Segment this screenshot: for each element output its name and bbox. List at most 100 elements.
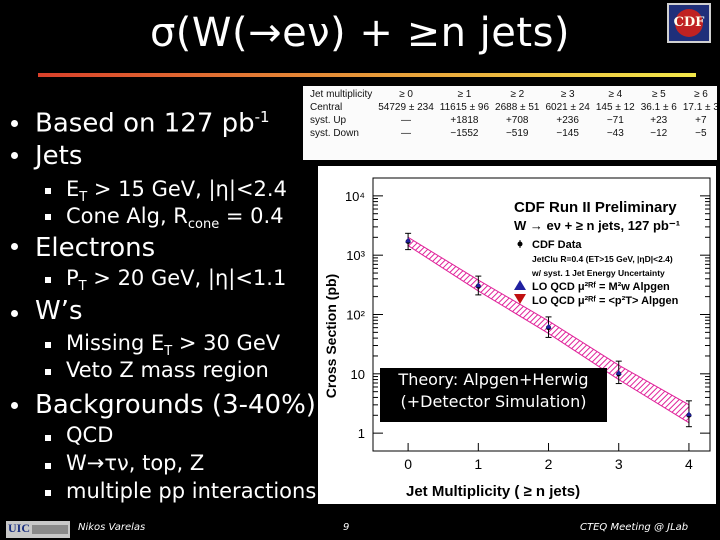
x-tick-label: 1 xyxy=(474,456,482,472)
table-header: ≥ 2 xyxy=(510,89,525,100)
alpgen-mw-marker xyxy=(405,237,412,243)
footer-event: CTEQ Meeting @ JLab xyxy=(580,522,689,533)
slide-title: σ(W(→eν) + ≥n jets) xyxy=(149,10,571,56)
subbullet-qcd: QCD xyxy=(66,423,114,447)
y-tick-label: 10 xyxy=(351,367,365,382)
subbullet-text: Missing E xyxy=(66,331,165,355)
table-row: syst. Down — −1552 −519 −145 −43 −12 −5 xyxy=(307,127,717,140)
subbullet-square xyxy=(45,369,51,375)
table-cell: Central xyxy=(310,102,343,113)
bullet-dot xyxy=(11,310,18,317)
legend-point-marker xyxy=(517,241,523,247)
legend-triangle-up xyxy=(514,280,526,290)
subbullet-text: > 15 GeV, |η|<2.4 xyxy=(87,177,287,201)
subbullet-w-tau: W→τν, top, Z xyxy=(66,451,205,475)
table-cell: +7 xyxy=(695,115,707,126)
table-header: ≥ 6 xyxy=(693,89,708,100)
subbullet-et-cut: ET > 15 GeV, |η|<2.4 xyxy=(66,177,287,206)
subbullet-missing-et: Missing ET > 30 GeV xyxy=(66,331,280,360)
uic-logo-mark: UIC xyxy=(8,521,31,535)
subbullet-pt-cut: PT > 20 GeV, |η|<1.1 xyxy=(66,266,287,295)
alpgen-mw-marker xyxy=(475,282,482,288)
x-tick-label: 0 xyxy=(404,456,412,472)
chart-ticks: 0 1 2 3 4 1 10 10² 10³ 10⁴ xyxy=(345,177,710,472)
table-header: ≥ 4 xyxy=(608,89,623,100)
subbullet-square xyxy=(45,214,51,220)
table-cell: 36.1 ± 6 xyxy=(640,102,677,113)
bullet-text: Based on 127 pb xyxy=(35,108,255,139)
legend-label: LO QCD μ²ᴿᶠ = M²w Alpgen xyxy=(532,281,670,293)
subbullet-square xyxy=(45,188,51,194)
y-tick-label: 1 xyxy=(358,426,365,441)
chart-ylabel: Cross Section (pb) xyxy=(323,274,339,398)
bullet-jets: Jets xyxy=(35,141,83,171)
table-cell: −5 xyxy=(695,128,707,139)
table-cell: 6021 ± 24 xyxy=(545,102,590,113)
table-header: ≥ 3 xyxy=(560,89,575,100)
bullet-ws: W’s xyxy=(35,296,83,326)
table-cell: 145 ± 12 xyxy=(595,102,635,113)
y-tick-label: 10³ xyxy=(346,248,365,263)
logo-text: CDF xyxy=(673,15,705,30)
table-header: ≥ 0 xyxy=(399,89,413,100)
bullet-luminosity: Based on 127 pb-1 xyxy=(35,110,270,137)
subbullet-sub: T xyxy=(78,279,87,295)
table-cell: −71 xyxy=(606,115,624,126)
table-cell: syst. Down xyxy=(310,128,359,139)
x-tick-label: 2 xyxy=(545,456,553,472)
y-tick-label: 10⁴ xyxy=(345,189,365,204)
subbullet-sub: T xyxy=(164,344,173,360)
table-header: ≥ 1 xyxy=(457,89,472,100)
table-cell: +708 xyxy=(505,115,529,126)
table-cell: −519 xyxy=(505,128,529,139)
subbullet-sub: T xyxy=(79,190,88,206)
footer-page-number: 9 xyxy=(343,522,350,533)
table-cell: 2688 ± 51 xyxy=(495,102,540,113)
uic-logo: UIC xyxy=(6,521,70,538)
subbullet-text: P xyxy=(66,266,79,290)
subbullet-square xyxy=(45,490,51,496)
legend-label: CDF Data xyxy=(532,239,582,251)
legend-label: JetClu R=0.4 (ET>15 GeV, |ηD|<2.4) xyxy=(532,254,673,264)
table-header: ≥ 5 xyxy=(651,89,666,100)
bullet-backgrounds: Backgrounds (3-40%) xyxy=(35,390,316,420)
theory-line: Theory: Alpgen+Herwig xyxy=(398,370,589,389)
table-header-row: Jet multiplicity ≥ 0 ≥ 1 ≥ 2 ≥ 3 ≥ 4 ≥ 5… xyxy=(307,88,717,101)
subbullet-cone: Cone Alg, Rcone = 0.4 xyxy=(66,204,284,233)
bullet-dot xyxy=(11,120,18,127)
subbullet-text: E xyxy=(66,177,80,201)
subbullet-square xyxy=(45,277,51,283)
table-cell: −145 xyxy=(556,128,579,139)
table-cell: +23 xyxy=(650,115,668,126)
chart-xlabel: Jet Multiplicity ( ≥ n jets) xyxy=(406,483,580,500)
subbullet-sub: cone xyxy=(187,217,220,233)
table-row: Central 54729 ± 234 11615 ± 96 2688 ± 51… xyxy=(307,101,717,114)
theory-note: Theory: Alpgen+Herwig (+Detector Simulat… xyxy=(380,368,607,422)
x-tick-label: 3 xyxy=(615,456,623,472)
cdf-logo: CDF xyxy=(667,3,711,43)
y-tick-label: 10² xyxy=(346,308,365,323)
subbullet-multiple-interactions: multiple pp interactions xyxy=(66,479,317,503)
subbullet-square xyxy=(45,463,51,469)
table-cell: −12 xyxy=(650,128,668,139)
footer-author: Nikos Varelas xyxy=(78,522,146,533)
subbullet-text: > 20 GeV, |η|<1.1 xyxy=(86,266,287,290)
legend-label: w/ syst. 1 Jet Energy Uncertainty xyxy=(531,268,665,278)
chart-title: CDF Run II Preliminary xyxy=(514,199,677,216)
cross-section-chart: 0 1 2 3 4 1 10 10² 10³ 10⁴ CDF Data JetClu R=0.4 (… xyxy=(318,166,716,504)
subbullet-square xyxy=(45,435,51,441)
chart-legend: CDF Data JetClu R=0.4 (ET>15 GeV, |ηD|<2.… xyxy=(514,239,679,307)
legend-label: LO QCD μ²ᴿᶠ = <p²T> Alpgen xyxy=(532,295,679,307)
subbullet-z-veto: Veto Z mass region xyxy=(66,358,269,382)
x-tick-label: 4 xyxy=(685,456,693,472)
table-cell: 17.1 ± 3 xyxy=(682,102,717,113)
logo-ring xyxy=(675,9,703,37)
table-cell: −1552 xyxy=(450,128,479,139)
alpgen-mw-marker xyxy=(615,369,622,375)
theory-line: (+Detector Simulation) xyxy=(400,392,587,411)
table-cell: +236 xyxy=(556,115,579,126)
chart-data-points xyxy=(405,232,692,428)
uic-logo-wordmark xyxy=(32,525,68,534)
subbullet-text: Cone Alg, R xyxy=(66,204,188,228)
table-cell: — xyxy=(401,115,412,126)
